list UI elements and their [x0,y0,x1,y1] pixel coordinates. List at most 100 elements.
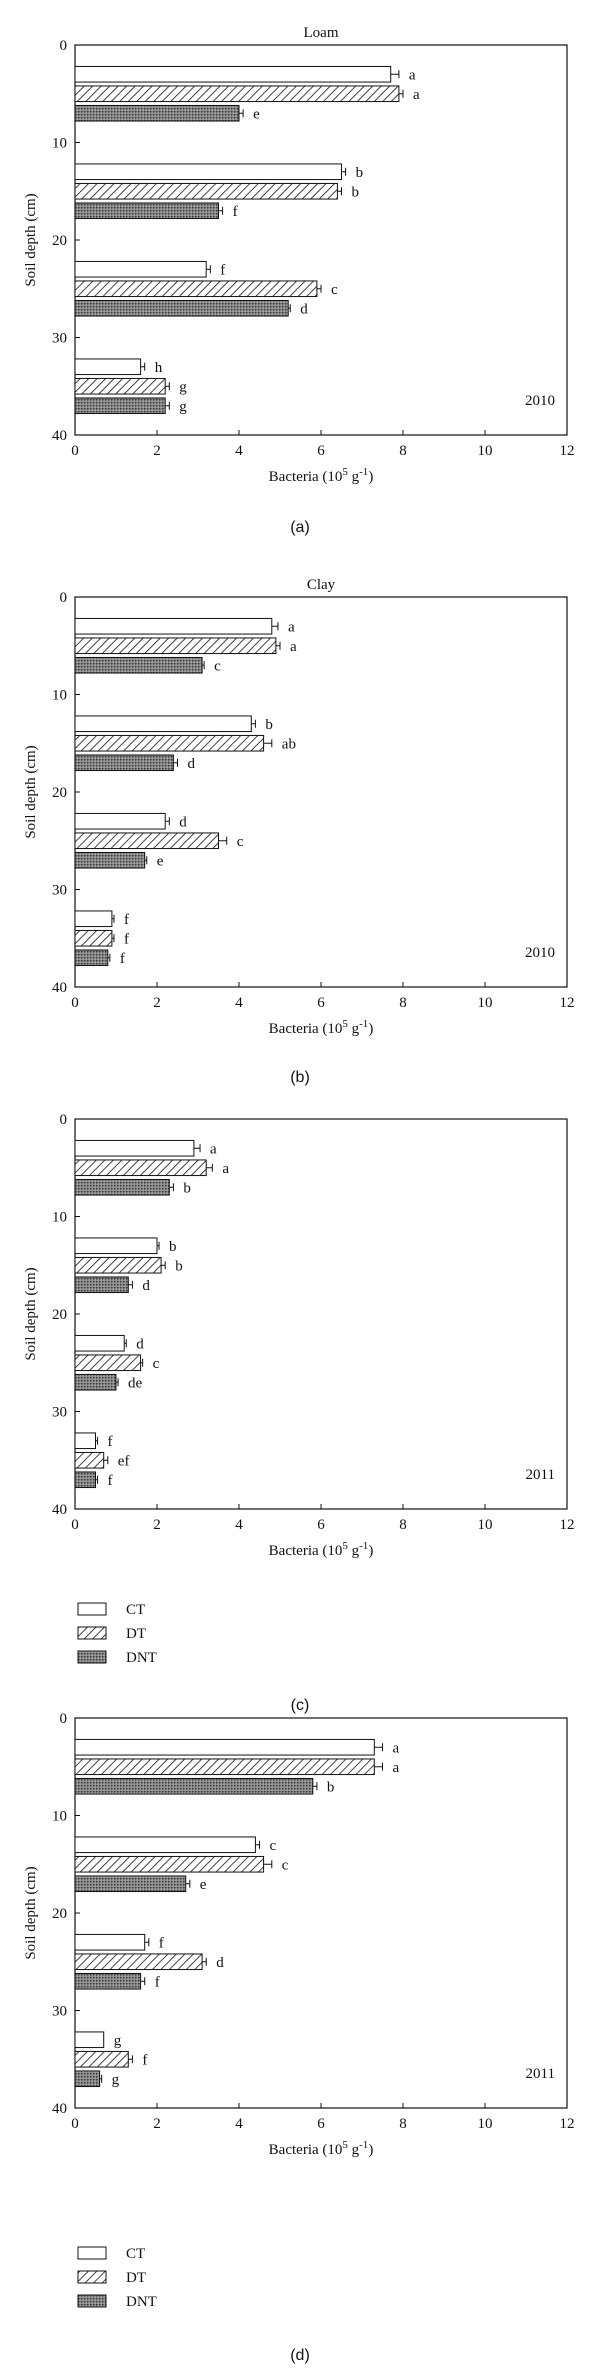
legend-swatch-dnt [77,2294,107,2308]
x-tick-label: 6 [317,995,325,1011]
bar-dnt [74,1972,142,1990]
x-axis-label: Bacteria (105 g-1) [269,1018,374,1037]
significance-letter: h [155,360,163,376]
bar-ct [74,1933,146,1951]
chart-title: Clay [307,577,336,593]
bar-dt [74,1256,162,1274]
significance-letter: a [393,1760,400,1776]
y-tick-label: 30 [52,2004,67,2020]
significance-letter: b [265,717,273,733]
bar-ct [74,163,342,181]
significance-letter: a [393,1740,400,1756]
bar-ct [74,260,207,278]
x-tick-label: 0 [71,2116,79,2132]
significance-letter: a [413,87,420,103]
plot-frame [74,596,568,988]
y-tick-label: 10 [52,136,67,152]
bar-dt [74,1855,265,1873]
bar-dnt [74,1276,129,1294]
bar-dt [74,1451,105,1469]
year-label: 2011 [526,2066,555,2082]
bar-dt [74,182,338,200]
y-tick-label: 30 [52,883,67,899]
x-tick-label: 4 [235,1517,243,1533]
significance-letter: c [214,658,221,674]
significance-letter: c [237,834,244,850]
panel-caption: (d) [290,2347,310,2364]
legend-swatch-dt [77,2270,107,2284]
legend-swatch-dt [77,1626,107,1640]
bar-dnt [74,1875,187,1893]
significance-letter: g [114,2033,122,2049]
x-tick-label: 2 [153,2116,161,2132]
bar-dt [74,280,318,298]
y-axis-label: Soil depth (cm) [23,1866,39,1959]
significance-letter: c [331,282,338,298]
y-tick-label: 40 [52,1502,67,1518]
x-tick-label: 6 [317,443,325,459]
panel-caption: (c) [291,1697,310,1714]
plot-frame [74,1717,568,2109]
bar-dnt [74,2070,101,2088]
y-axis-label: Soil depth (cm) [23,1267,39,1360]
significance-letter: c [282,1857,289,1873]
x-tick-label: 10 [478,443,493,459]
y-axis-label: Soil depth (cm) [23,193,39,286]
bar-dt [74,1758,375,1776]
significance-letter: f [124,912,129,928]
x-tick-label: 4 [235,2116,243,2132]
significance-letter: d [300,301,308,317]
significance-letter: d [136,1336,144,1352]
bar-ct [74,715,252,733]
significance-letter: e [253,106,260,122]
significance-letter: f [220,262,225,278]
x-tick-label: 2 [153,1517,161,1533]
bar-dnt [74,397,166,415]
x-tick-label: 4 [235,995,243,1011]
y-tick-label: 0 [60,1711,68,1727]
plot-frame [74,1118,568,1510]
significance-letter: g [179,379,187,395]
significance-letter: f [120,951,125,967]
x-axis-label: Bacteria (105 g-1) [269,466,374,485]
y-tick-label: 40 [52,2101,67,2117]
significance-letter: f [108,1434,113,1450]
x-tick-label: 12 [560,2116,575,2132]
bar-dnt [74,1777,314,1795]
x-tick-label: 8 [399,2116,407,2132]
significance-letter: d [188,756,196,772]
chart-panel-b: Clay 0 2 4 6 8 10 12 0 10 20 30 40 Bacteria (105 g-1)… [23,577,575,1037]
significance-letter: f [155,1974,160,1990]
panel-caption: (b) [290,1069,310,1086]
bar-dnt [74,202,219,220]
legend-swatch-dnt [77,1650,107,1664]
legend: CT DT DNT [77,1602,157,1666]
legend-label-ct: CT [126,2246,145,2262]
legend-label-dnt: DNT [126,1650,157,1666]
legend-label-dt: DT [126,1626,146,1642]
bar-dt [74,929,113,947]
y-tick-label: 10 [52,1210,67,1226]
bar-dt [74,377,166,395]
year-label: 2010 [525,945,555,961]
bar-ct [74,2031,105,2049]
bar-dt [74,2050,129,2068]
x-axis-label: Bacteria (105 g-1) [269,1540,374,1559]
bar-ct [74,1334,125,1352]
significance-letter: e [200,1877,207,1893]
y-tick-label: 0 [60,590,68,606]
legend-swatch-ct [77,1602,107,1616]
x-tick-label: 0 [71,995,79,1011]
significance-letter: ab [282,736,296,752]
bar-dt [74,734,265,752]
significance-letter: a [288,619,295,635]
significance-letter: c [153,1356,160,1372]
x-tick-label: 12 [560,1517,575,1533]
y-tick-label: 40 [52,428,67,444]
significance-letter: a [222,1161,229,1177]
chart-panel-a: Loam 0 2 4 6 8 10 12 0 10 20 30 40 Bacteria (105 g-1)… [23,25,575,485]
significance-letter: f [124,931,129,947]
significance-letter: a [290,639,297,655]
bar-ct [74,1432,96,1450]
